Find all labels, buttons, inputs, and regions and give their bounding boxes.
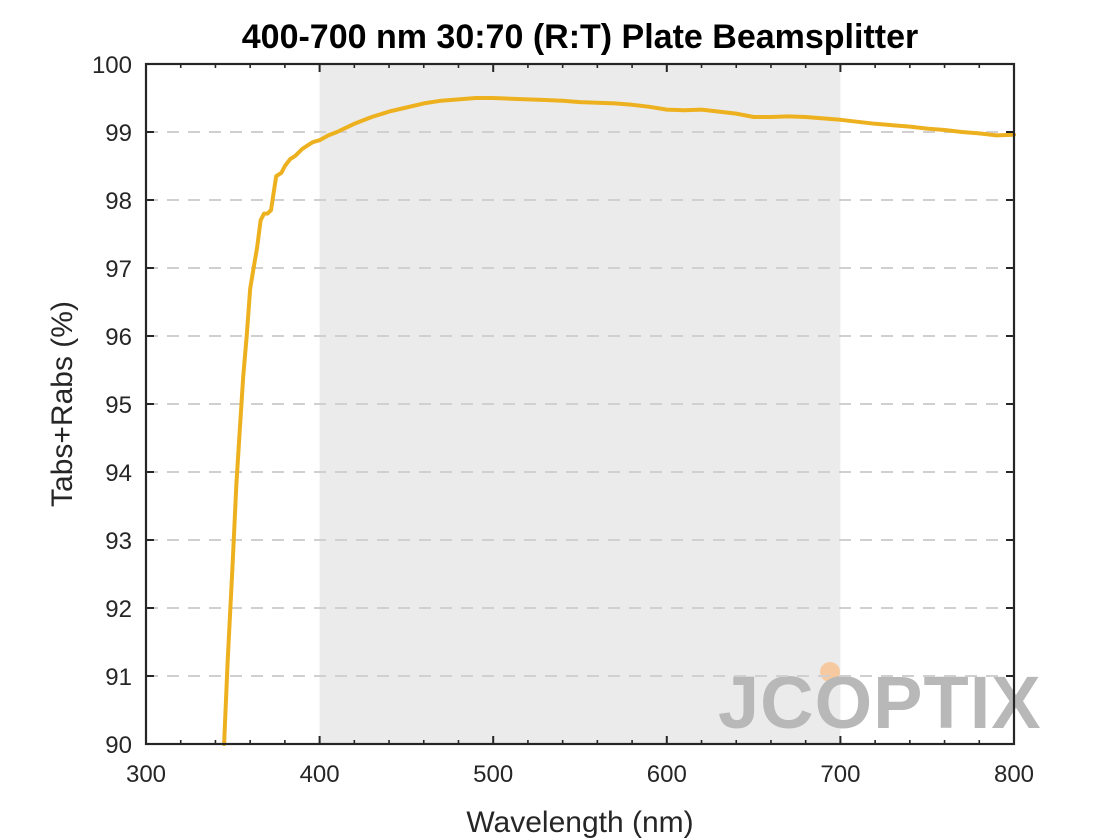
series-line xyxy=(222,96,1016,746)
grid-layer xyxy=(146,131,1014,677)
chart-title: 400-700 nm 30:70 (R:T) Plate Beamsplitte… xyxy=(242,18,918,56)
x-tick-label-800: 800 xyxy=(994,761,1034,788)
x-tick-label-500: 500 xyxy=(473,761,513,788)
y-tick-label-91: 91 xyxy=(105,664,132,691)
x-axis-label: Wavelength (nm) xyxy=(466,806,693,839)
y-tick-label-94: 94 xyxy=(105,460,132,487)
x-tick-label-600: 600 xyxy=(647,761,687,788)
y-tick-label-90: 90 xyxy=(105,732,132,759)
x-tick-label-400: 400 xyxy=(300,761,340,788)
y-tick-label-92: 92 xyxy=(105,596,132,623)
x-tick-label-700: 700 xyxy=(820,761,860,788)
y-tick-label-95: 95 xyxy=(105,392,132,419)
y-tick-label-98: 98 xyxy=(105,188,132,215)
y-tick-label-97: 97 xyxy=(105,256,132,283)
y-axis-label: Tabs+Rabs (%) xyxy=(46,301,79,507)
series-layer xyxy=(222,96,1016,746)
y-tick-label-99: 99 xyxy=(105,120,132,147)
watermark-logo: JCOPTIX xyxy=(718,661,1042,744)
x-tick-label-300: 300 xyxy=(126,761,166,788)
jcoptix-watermark: JCOPTIX xyxy=(718,661,1042,744)
y-tick-label-93: 93 xyxy=(105,528,132,555)
y-tick-label-100: 100 xyxy=(92,52,132,79)
tick-layer: 300 400 500 600 700 800 90 91 92 93 94 95 96 97 98 99 10… xyxy=(92,52,1034,788)
y-tick-label-96: 96 xyxy=(105,324,132,351)
